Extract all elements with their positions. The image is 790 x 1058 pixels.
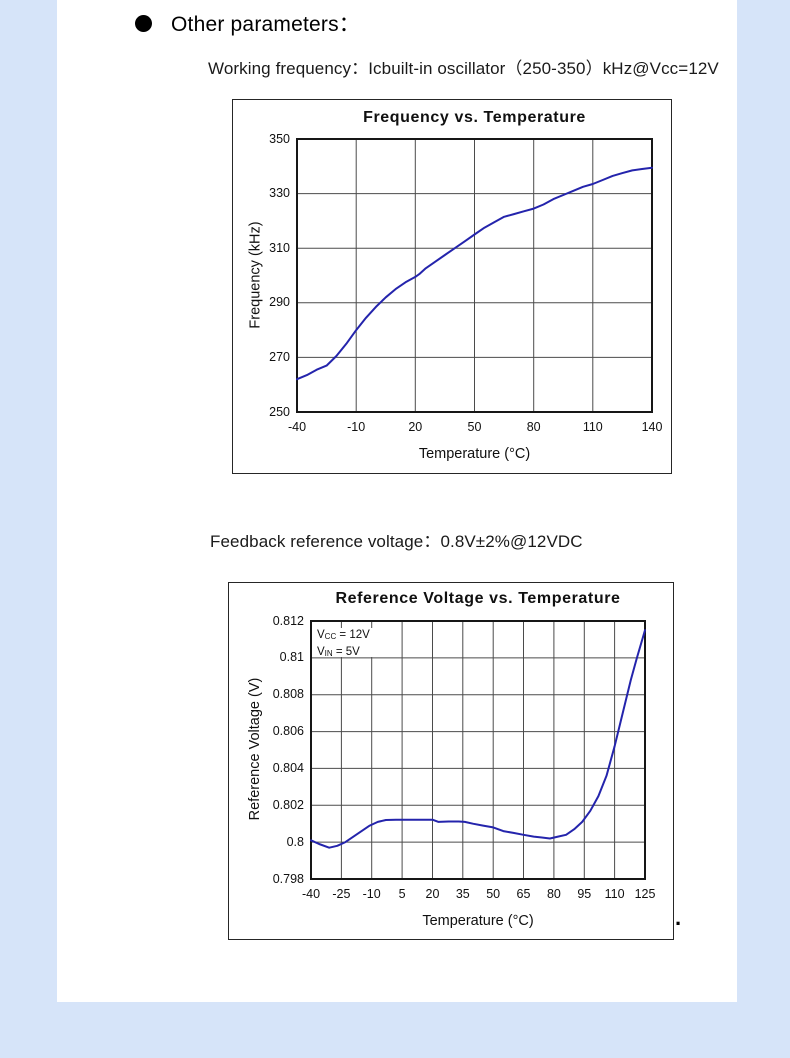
x-tick-label: 110 (582, 420, 603, 434)
x-axis-label: Temperature (°C) (422, 913, 534, 929)
plot-border (310, 620, 646, 880)
x-tick-label: 50 (467, 420, 482, 434)
y-tick-label: 330 (269, 186, 290, 201)
page-content-area: Other parameters： Working frequency：Icbu… (57, 0, 737, 1002)
y-tick-label: 290 (269, 295, 290, 310)
y-tick-label: 0.8 (286, 834, 304, 849)
vcc-condition: VCC = 12V (317, 629, 370, 641)
x-tick-label: 65 (516, 887, 531, 901)
y-axis-label: Frequency (kHz) (247, 221, 264, 329)
feedback-voltage-text: Feedback reference voltage：0.8V±2%@12VDC (210, 532, 583, 551)
x-tick-label: -10 (347, 420, 366, 434)
x-tick-label: 95 (577, 887, 592, 901)
x-tick-label: 80 (546, 887, 561, 901)
x-tick-label: -25 (332, 887, 351, 901)
y-tick-label: 0.798 (272, 871, 304, 886)
x-tick-label: 80 (526, 420, 541, 434)
data-curve (296, 166, 653, 381)
test-conditions-annotation: VCC = 12V VIN = 5V (313, 628, 394, 658)
plot-canvas (310, 620, 646, 880)
x-tick-label: 125 (634, 887, 656, 901)
y-tick-label: 0.812 (272, 613, 304, 628)
chart-title: Frequency vs. Temperature (363, 109, 586, 126)
y-tick-label: 0.806 (272, 724, 304, 739)
x-tick-label: -40 (301, 887, 321, 901)
y-axis-label: Reference Voltage (V) (247, 677, 263, 821)
y-tick-label: 0.808 (272, 687, 304, 702)
x-tick-label: 20 (425, 887, 440, 901)
x-tick-label: 50 (486, 887, 501, 901)
data-curve (310, 629, 646, 849)
x-tick-label: 35 (455, 887, 470, 901)
plot-canvas (296, 138, 653, 413)
frequency-vs-temperature-chart: Frequency vs. Temperature Frequency (kHz… (232, 99, 672, 474)
y-tick-label: 0.804 (272, 760, 304, 775)
y-tick-label: 0.81 (279, 650, 304, 665)
reference-voltage-vs-temperature-chart: Reference Voltage vs. Temperature Refere… (228, 582, 674, 940)
x-tick-label: 20 (408, 420, 423, 434)
plot-border (296, 138, 653, 413)
x-tick-label: -40 (287, 420, 307, 434)
y-tick-label: 310 (269, 240, 290, 255)
x-tick-label: 140 (641, 420, 663, 434)
vin-condition: VIN = 5V (317, 645, 360, 658)
y-tick-label: 0.802 (272, 797, 304, 812)
chart-title: Reference Voltage vs. Temperature (335, 590, 621, 607)
bullet-icon (135, 15, 152, 32)
x-tick-label: 5 (398, 887, 406, 901)
x-tick-label: 110 (604, 887, 625, 901)
x-tick-label: -10 (362, 887, 381, 901)
y-tick-label: 250 (269, 404, 290, 419)
trailing-period: . (675, 905, 682, 930)
working-frequency-text: Working frequency：Icbuilt-in oscillator（… (208, 59, 719, 78)
section-heading: Other parameters： (171, 13, 360, 36)
x-axis-label: Temperature (°C) (418, 446, 531, 462)
y-tick-label: 270 (269, 349, 290, 364)
y-tick-label: 350 (269, 131, 290, 146)
